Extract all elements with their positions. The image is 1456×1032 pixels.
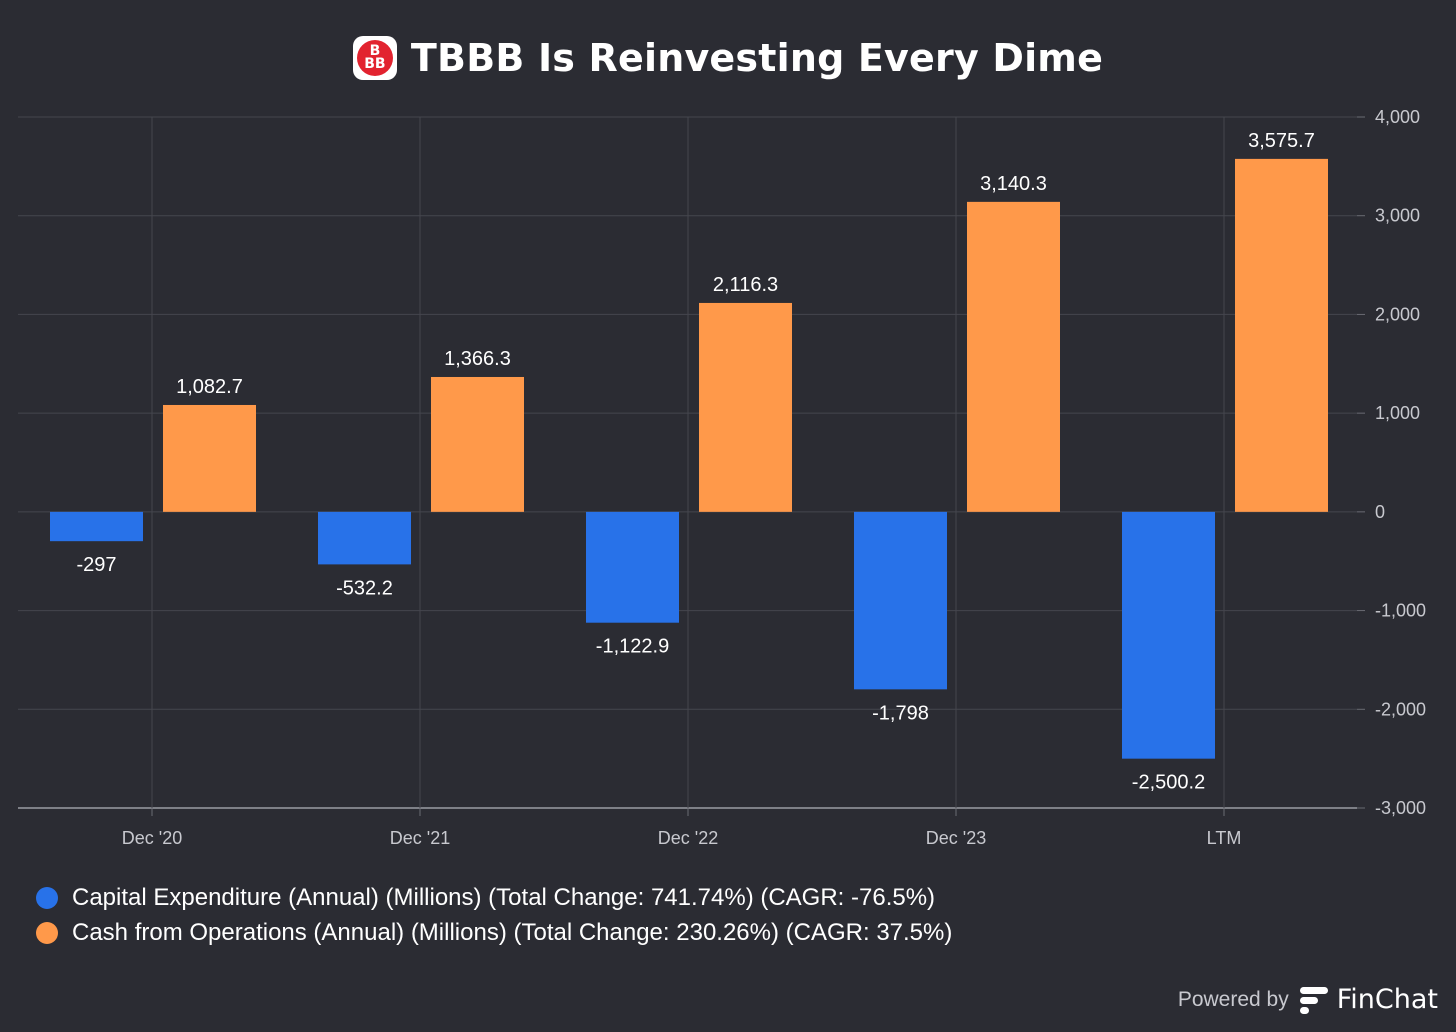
capex-bar xyxy=(318,511,411,565)
capex-data-label: -1,798 xyxy=(872,702,929,724)
cfo-bar xyxy=(967,201,1060,512)
x-tick-label: Dec '20 xyxy=(122,828,182,848)
y-tick-label: 3,000 xyxy=(1375,206,1420,226)
capex-bar xyxy=(586,511,679,623)
y-tick-label: 2,000 xyxy=(1375,304,1420,324)
y-tick-label: -1,000 xyxy=(1375,601,1426,621)
cfo-data-label: 3,140.3 xyxy=(980,173,1047,195)
logo-letter-bottom: BB xyxy=(364,56,386,72)
cfo-bar xyxy=(699,302,792,512)
tbbb-logo: B BB xyxy=(352,36,397,80)
y-tick-label: 0 xyxy=(1375,502,1385,522)
footer: Powered by FinChat xyxy=(1178,984,1438,1015)
legend-item-cfo[interactable]: Cash from Operations (Annual) (Millions)… xyxy=(36,915,952,950)
finchat-brand[interactable]: FinChat xyxy=(1336,984,1438,1015)
x-tick-label: Dec '21 xyxy=(390,828,450,848)
legend-swatch-capex xyxy=(36,886,58,909)
x-tick-label: Dec '23 xyxy=(926,828,986,848)
legend-label-capex: Capital Expenditure (Annual) (Millions) … xyxy=(72,883,936,911)
cfo-bar xyxy=(163,404,256,512)
capex-bar xyxy=(1122,511,1215,759)
capex-data-label: -297 xyxy=(76,554,116,576)
cfo-data-label: 1,082.7 xyxy=(176,376,243,398)
capex-data-label: -2,500.2 xyxy=(1132,772,1205,794)
y-tick-label: 4,000 xyxy=(1375,107,1420,127)
powered-by-text: Powered by xyxy=(1177,987,1289,1011)
cfo-bar xyxy=(1235,158,1328,512)
chart-title: TBBB Is Reinvesting Every Dime xyxy=(410,36,1104,80)
finchat-logo-icon xyxy=(1299,986,1328,1014)
legend-item-capex[interactable]: Capital Expenditure (Annual) (Millions) … xyxy=(36,880,952,915)
capex-data-label: -1,122.9 xyxy=(596,636,669,658)
tbbb-logo-mark: B BB xyxy=(356,40,393,76)
y-tick-label: 1,000 xyxy=(1375,403,1420,423)
cfo-data-label: 3,575.7 xyxy=(1248,130,1315,152)
x-tick-label: LTM xyxy=(1207,828,1242,848)
x-tick-label: Dec '22 xyxy=(658,828,718,848)
legend: Capital Expenditure (Annual) (Millions) … xyxy=(36,880,952,950)
y-tick-label: -2,000 xyxy=(1375,699,1426,719)
y-tick-label: -3,000 xyxy=(1375,798,1426,818)
cfo-data-label: 1,366.3 xyxy=(444,348,511,370)
bar-chart: 4,000 3,000 2,000 1,000 0 -1,000 -2,000 -3,000 D… xyxy=(18,107,1426,848)
legend-swatch-cfo xyxy=(36,921,58,944)
cfo-data-label: 2,116.3 xyxy=(713,274,778,296)
capex-bar xyxy=(854,511,947,690)
chart-header: B BB TBBB Is Reinvesting Every Dime xyxy=(0,30,1456,86)
capex-data-label: -532.2 xyxy=(336,577,393,599)
legend-label-cfo: Cash from Operations (Annual) (Millions)… xyxy=(72,918,953,946)
capex-bar xyxy=(50,511,143,542)
cfo-bar xyxy=(431,376,524,512)
logo-letter-top: B xyxy=(369,43,381,59)
